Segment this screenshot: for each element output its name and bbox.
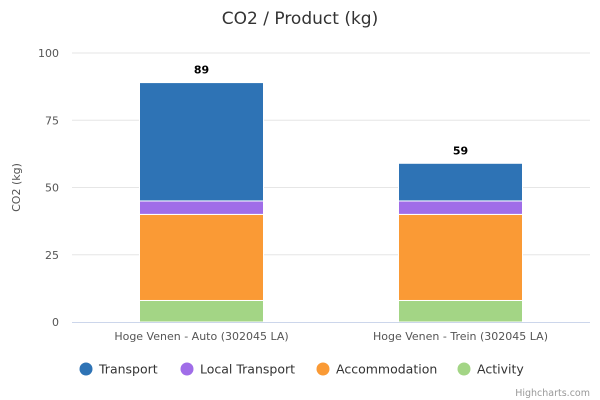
bar-accommodation-0[interactable] [139, 213, 264, 301]
legend-item-local-transport[interactable]: Local Transport [180, 362, 296, 377]
bar-local-transport-1[interactable] [398, 200, 523, 215]
stack-total-label: 59 [453, 144, 468, 157]
legend-marker [316, 362, 330, 376]
legend-marker [180, 362, 194, 376]
y-tick-label: 50 [45, 182, 59, 195]
legend-item-accommodation[interactable]: Accommodation [316, 362, 438, 377]
x-category-label: Hoge Venen - Trein (302045 LA) [373, 330, 548, 343]
y-tick-label: 0 [52, 316, 59, 329]
legend-marker [457, 362, 471, 376]
bar-transport-0[interactable] [139, 82, 264, 202]
legend-label: Accommodation [336, 362, 437, 377]
bar-transport-1[interactable] [398, 162, 523, 202]
legend-label: Activity [477, 362, 524, 377]
legend-item-transport[interactable]: Transport [79, 362, 158, 377]
x-axis-categories: Hoge Venen - Auto (302045 LA) Hoge Venen … [114, 330, 548, 343]
legend-item-activity[interactable]: Activity [457, 362, 525, 377]
bar-local-transport-0[interactable] [139, 200, 264, 215]
bar-activity-0[interactable] [139, 299, 264, 323]
legend-label: Transport [98, 362, 158, 377]
y-tick-label: 75 [45, 114, 59, 127]
y-axis-ticks: 0 25 50 75 100 [38, 47, 59, 329]
x-category-label: Hoge Venen - Auto (302045 LA) [114, 330, 288, 343]
chart-title: CO2 / Product (kg) [222, 9, 378, 29]
bar-activity-1[interactable] [398, 299, 523, 323]
legend: Transport Local Transport Accommodation Act… [79, 362, 525, 377]
y-tick-label: 25 [45, 249, 59, 262]
y-tick-label: 100 [38, 47, 59, 60]
stack-total-labels: 89 59 [194, 64, 468, 158]
bar-segments [139, 82, 523, 323]
bar-accommodation-1[interactable] [398, 213, 523, 301]
credits-link[interactable]: Highcharts.com [515, 388, 590, 399]
y-axis-title: CO2 (kg) [10, 163, 23, 212]
stack-total-label: 89 [194, 64, 209, 77]
legend-marker [79, 362, 93, 376]
legend-label: Local Transport [200, 362, 295, 377]
